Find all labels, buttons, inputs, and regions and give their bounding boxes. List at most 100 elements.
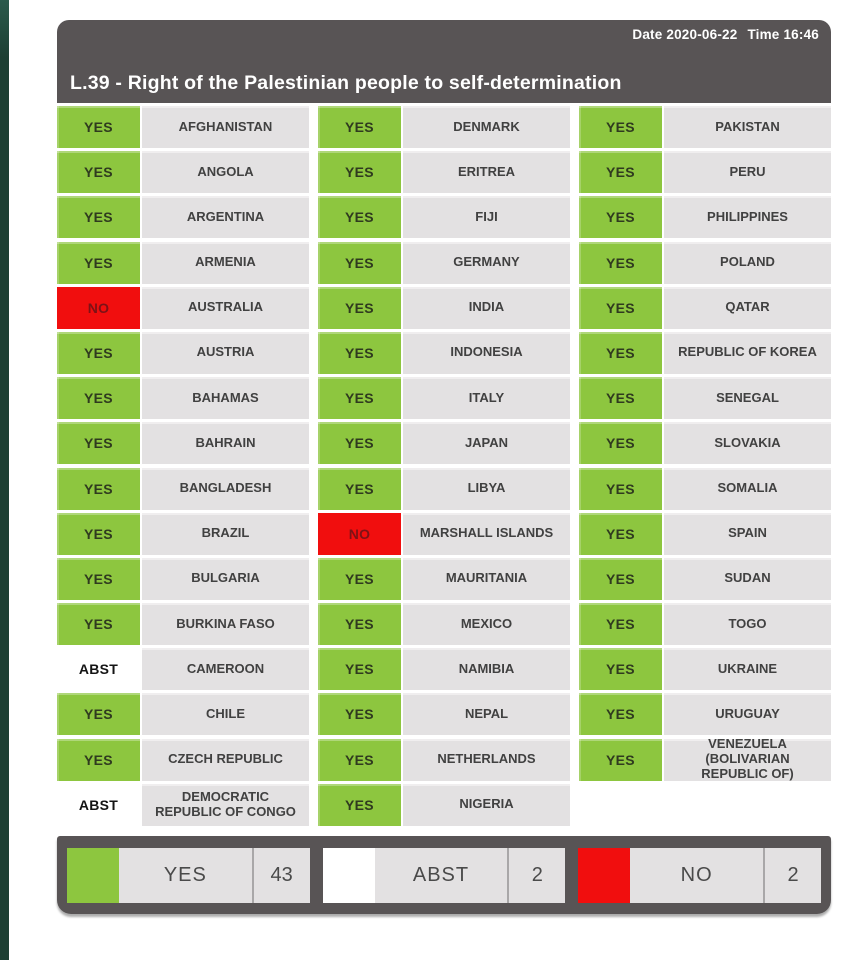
country-cell: REPUBLIC OF KOREA xyxy=(664,331,831,374)
vote-cell: YES xyxy=(318,783,401,826)
vote-row: YES SLOVAKIA xyxy=(579,422,831,465)
vote-row: YES SUDAN xyxy=(579,557,831,600)
vote-row: YES ARMENIA xyxy=(57,241,309,284)
country-cell: INDONESIA xyxy=(403,331,570,374)
vote-row: YES MAURITANIA xyxy=(318,557,570,600)
vote-row: YES SPAIN xyxy=(579,512,831,555)
country-cell: DEMOCRATIC REPUBLIC OF CONGO xyxy=(142,783,309,826)
left-edge-stripe xyxy=(0,0,9,960)
country-cell: MARSHALL ISLANDS xyxy=(403,512,570,555)
vote-cell: YES xyxy=(579,377,662,420)
vote-cell: YES xyxy=(57,331,140,374)
country-cell: ERITREA xyxy=(403,151,570,194)
country-cell: VENEZUELA (BOLIVARIAN REPUBLIC OF) xyxy=(664,736,831,781)
vote-row: YES INDIA xyxy=(318,286,570,329)
vote-cell: YES xyxy=(318,106,401,148)
country-cell: ARMENIA xyxy=(142,241,309,284)
country-cell: QATAR xyxy=(664,286,831,329)
summary-color-swatch xyxy=(322,847,375,903)
country-cell: BRAZIL xyxy=(142,512,309,555)
country-cell: BAHAMAS xyxy=(142,377,309,420)
vote-cell: YES xyxy=(318,286,401,329)
vote-cell: YES xyxy=(57,467,140,510)
vote-cell: YES xyxy=(579,331,662,374)
vote-cell: YES xyxy=(57,738,140,781)
country-cell: PERU xyxy=(664,151,831,194)
vote-column: YES AFGHANISTAN YES ANGOLA YES ARGENTINA… xyxy=(57,106,309,829)
vote-row: YES ANGOLA xyxy=(57,151,309,194)
voting-board: Date 2020-06-22 Time 16:46 L.39 - Right … xyxy=(57,20,831,914)
country-cell: PAKISTAN xyxy=(664,106,831,148)
vote-row: YES UKRAINE xyxy=(579,648,831,691)
vote-cell: YES xyxy=(318,377,401,420)
country-cell: SUDAN xyxy=(664,557,831,600)
vote-cell: YES xyxy=(579,648,662,691)
vote-row: YES VENEZUELA (BOLIVARIAN REPUBLIC OF) xyxy=(579,736,831,781)
country-cell: GERMANY xyxy=(403,241,570,284)
country-cell: CHILE xyxy=(142,693,309,736)
country-cell: DENMARK xyxy=(403,106,570,148)
vote-column: YES DENMARK YES ERITREA YES FIJI YES GER… xyxy=(318,106,570,829)
vote-cell: YES xyxy=(57,106,140,148)
vote-row: NO AUSTRALIA xyxy=(57,286,309,329)
vote-cell: YES xyxy=(318,693,401,736)
summary-count: 2 xyxy=(509,847,566,903)
vote-cell: YES xyxy=(318,467,401,510)
country-cell: MAURITANIA xyxy=(403,557,570,600)
vote-cell: YES xyxy=(579,603,662,646)
board-header: Date 2020-06-22 Time 16:46 L.39 - Right … xyxy=(57,20,831,103)
vote-row: YES GERMANY xyxy=(318,241,570,284)
country-cell: FIJI xyxy=(403,196,570,239)
summary-count: 43 xyxy=(253,847,310,903)
vote-cell: YES xyxy=(579,106,662,148)
vote-row: YES URUGUAY xyxy=(579,693,831,736)
country-cell: MEXICO xyxy=(403,603,570,646)
summary-label: NO xyxy=(630,847,766,903)
date-label: Date 2020-06-22 xyxy=(632,27,738,42)
vote-row: YES CZECH REPUBLIC xyxy=(57,738,309,781)
vote-row: YES BULGARIA xyxy=(57,557,309,600)
vote-cell: YES xyxy=(579,151,662,194)
vote-row: YES ERITREA xyxy=(318,151,570,194)
summary-segment: ABST 2 xyxy=(322,847,566,903)
country-cell: UKRAINE xyxy=(664,648,831,691)
country-cell: TOGO xyxy=(664,603,831,646)
vote-row: YES LIBYA xyxy=(318,467,570,510)
country-cell: JAPAN xyxy=(403,422,570,465)
vote-row: YES AFGHANISTAN xyxy=(57,106,309,148)
vote-cell: YES xyxy=(57,377,140,420)
vote-row: YES QATAR xyxy=(579,286,831,329)
country-cell: SLOVAKIA xyxy=(664,422,831,465)
vote-row: YES FIJI xyxy=(318,196,570,239)
vote-row: YES NIGERIA xyxy=(318,783,570,826)
vote-cell: YES xyxy=(318,603,401,646)
vote-cell: YES xyxy=(318,241,401,284)
vote-row: NO MARSHALL ISLANDS xyxy=(318,512,570,555)
country-cell: INDIA xyxy=(403,286,570,329)
vote-row: YES NAMIBIA xyxy=(318,648,570,691)
country-cell: NEPAL xyxy=(403,693,570,736)
vote-cell: ABST xyxy=(57,648,140,691)
country-cell: ANGOLA xyxy=(142,151,309,194)
votes-grid: YES AFGHANISTAN YES ANGOLA YES ARGENTINA… xyxy=(57,103,831,829)
country-cell: BANGLADESH xyxy=(142,467,309,510)
vote-cell: ABST xyxy=(57,783,140,826)
vote-row: ABST DEMOCRATIC REPUBLIC OF CONGO xyxy=(57,783,309,826)
vote-row: YES BANGLADESH xyxy=(57,467,309,510)
vote-row: YES BRAZIL xyxy=(57,512,309,555)
vote-row: YES BURKINA FASO xyxy=(57,603,309,646)
vote-cell: YES xyxy=(57,422,140,465)
vote-cell: NO xyxy=(57,286,140,329)
vote-cell: YES xyxy=(57,693,140,736)
summary-count: 2 xyxy=(765,847,822,903)
vote-cell: YES xyxy=(579,422,662,465)
vote-cell: YES xyxy=(57,196,140,239)
summary-label: YES xyxy=(119,847,254,903)
country-cell: POLAND xyxy=(664,241,831,284)
vote-cell: YES xyxy=(318,331,401,374)
page-title: L.39 - Right of the Palestinian people t… xyxy=(70,72,622,94)
country-cell: ARGENTINA xyxy=(142,196,309,239)
vote-cell: YES xyxy=(57,557,140,600)
vote-cell: YES xyxy=(57,603,140,646)
vote-cell: YES xyxy=(57,241,140,284)
